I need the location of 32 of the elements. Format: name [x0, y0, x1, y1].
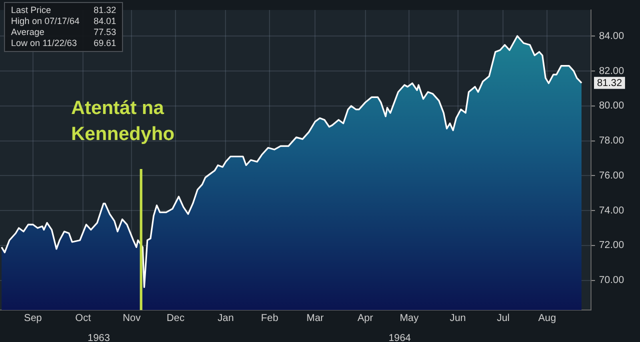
x-tick-label: Dec [166, 312, 184, 324]
annotation: 84.01 [94, 16, 116, 27]
x2-tick-label: 1964 [388, 332, 412, 342]
y-tick-label: 74.00 [599, 205, 624, 216]
x-tick-label: Oct [75, 312, 92, 324]
annotation: 77.53 [94, 27, 116, 38]
x2-tick-label: 1963 [88, 332, 110, 342]
annotation: High on 07/17/64 [11, 16, 80, 27]
y-tick-label: 72.00 [599, 240, 624, 252]
data-label: 81.32 [597, 78, 622, 90]
ref-line-label: Atentát na Kennedyho [71, 98, 175, 145]
annotation: 69.61 [94, 38, 116, 49]
x-tick-label: Jan [218, 312, 234, 324]
y-tick-label: 78.00 [599, 136, 624, 147]
annotation: Average [11, 27, 46, 38]
x-tick-label: May [400, 312, 419, 324]
y-tick-label: 84.00 [599, 30, 624, 42]
x-tick-label: Aug [538, 312, 556, 324]
x-tick-label: Mar [306, 312, 324, 324]
x-tick-label: Sep [24, 312, 42, 324]
x-tick-label: Jul [496, 312, 510, 324]
y-tick-label: 82.00 [599, 66, 624, 77]
y-tick-label: 80.00 [599, 100, 624, 112]
x-tick-label: Apr [357, 312, 374, 324]
x-tick-label: Feb [261, 312, 279, 324]
x-tick-label: Jun [450, 312, 466, 324]
y-tick-label: 76.00 [599, 170, 624, 182]
x-tick-label: Nov [122, 312, 141, 324]
annotation: Low on 11/22/63 [11, 38, 78, 49]
y-tick-label: 70.00 [599, 275, 624, 286]
annotation: Last Price [11, 5, 52, 16]
annotation: 81.32 [94, 5, 116, 16]
